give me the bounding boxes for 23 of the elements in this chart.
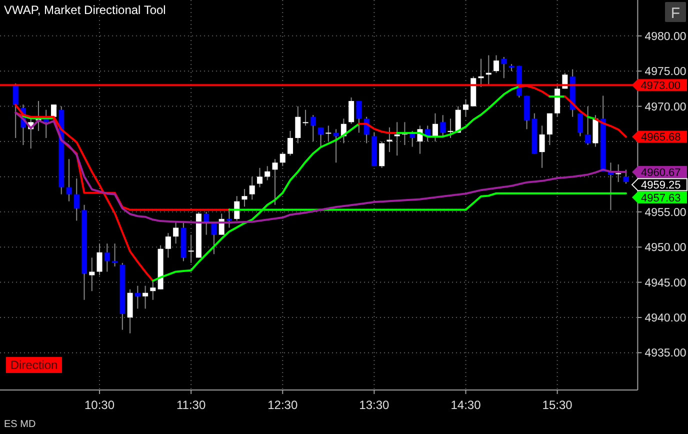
x-tick-label: 12:30: [268, 398, 298, 412]
y-tick-label: 4980.00: [644, 30, 686, 43]
y-tick-label: 4945.00: [644, 277, 686, 290]
x-tick-label: 13:30: [359, 398, 390, 412]
y-tick-label: 4950.00: [644, 242, 686, 254]
ref-line-label: 4973.00: [640, 80, 680, 92]
y-tick-label: 4975.00: [644, 66, 686, 78]
data-label: 4957.63: [640, 192, 681, 204]
y-tick-label: 4935.00: [644, 348, 686, 360]
annotation: 4959.25: [640, 180, 681, 192]
x-tick-label: 15:30: [542, 398, 573, 412]
x-tick-label: 11:30: [176, 398, 206, 412]
y-tick-label: 4955.00: [644, 206, 686, 219]
chart-title: VWAP, Market Directional Tool: [4, 3, 166, 17]
text: F: [670, 5, 680, 22]
text: ES MD: [4, 419, 36, 430]
x-tick-label: 10:30: [84, 398, 115, 412]
data-label: 4965.68: [640, 132, 681, 144]
annotation: Direction: [10, 358, 58, 372]
x-tick-label: 14:30: [450, 398, 482, 412]
y-tick-label: 4940.00: [644, 312, 686, 324]
y-tick-label: 4970.00: [644, 101, 686, 114]
data-label: 4960.67: [640, 166, 681, 179]
